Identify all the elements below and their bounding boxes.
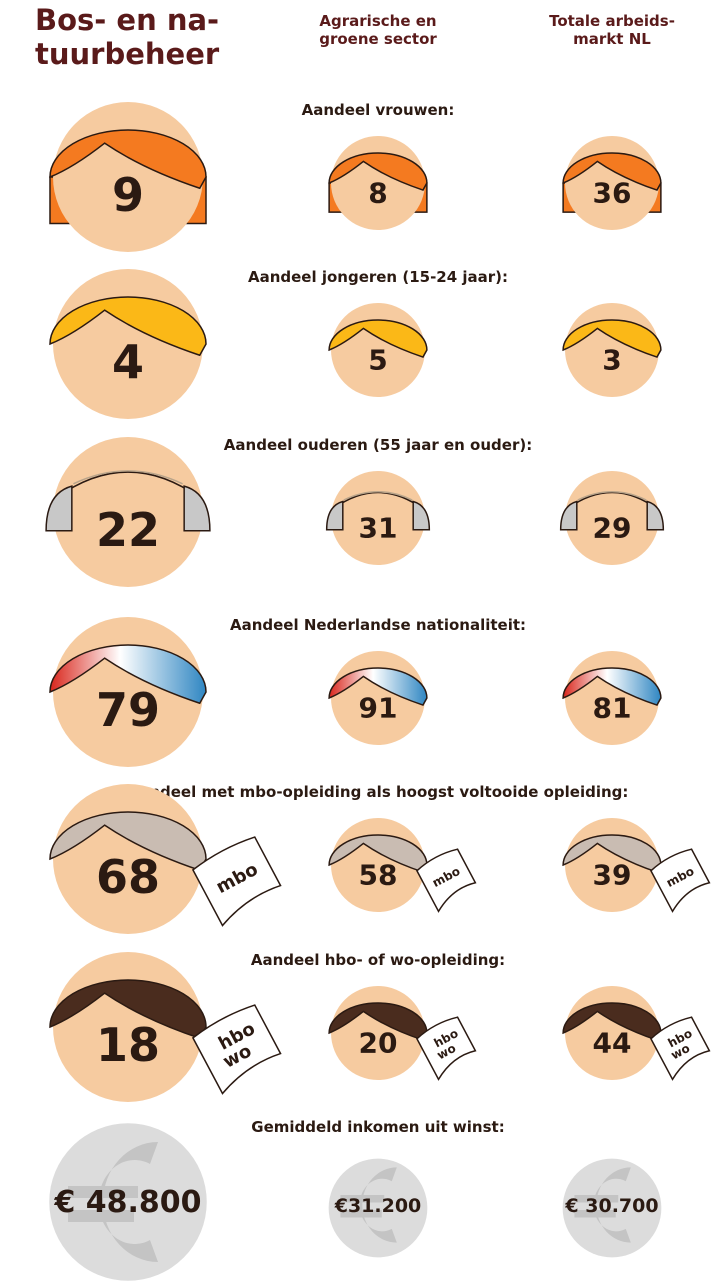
face: 22 bbox=[46, 437, 210, 587]
face: 91 bbox=[329, 651, 427, 745]
value: €31.200 bbox=[334, 1195, 422, 1217]
face: 8 bbox=[329, 136, 427, 230]
face: 3 bbox=[563, 303, 661, 397]
face: 79 bbox=[50, 617, 206, 767]
value: € 30.700 bbox=[564, 1195, 658, 1217]
value: 9 bbox=[112, 168, 144, 222]
hair-side bbox=[184, 486, 210, 531]
hair-side bbox=[561, 502, 577, 530]
row-label: Aandeel jongeren (15-24 jaar): bbox=[248, 268, 508, 286]
column-header: groene sector bbox=[319, 30, 437, 48]
face: 68 mbo bbox=[50, 784, 284, 934]
value: 39 bbox=[593, 859, 632, 892]
value: 58 bbox=[359, 859, 398, 892]
face: 5 bbox=[329, 303, 427, 397]
value: 3 bbox=[602, 344, 621, 377]
face: 4 bbox=[50, 269, 206, 419]
face: 36 bbox=[563, 136, 661, 230]
value: 8 bbox=[368, 177, 387, 210]
face: 31 bbox=[327, 471, 430, 565]
row-label: Aandeel ouderen (55 jaar en ouder): bbox=[224, 436, 532, 454]
face: 9 bbox=[50, 102, 206, 252]
face: 81 bbox=[563, 651, 661, 745]
value: 4 bbox=[112, 335, 144, 389]
value: 79 bbox=[96, 683, 160, 737]
hair-side bbox=[647, 502, 663, 530]
diploma: mbo bbox=[192, 834, 285, 925]
row-label: Aandeel Nederlandse nationaliteit: bbox=[230, 616, 526, 634]
infographic: Bos- en na- tuurbeheer Agrarische en gro… bbox=[0, 0, 728, 1283]
row-label: Aandeel met mbo-opleiding als hoogst vol… bbox=[128, 783, 629, 801]
face: €31.200 bbox=[329, 1159, 428, 1258]
value: 22 bbox=[96, 503, 160, 557]
page: Bos- en na- tuurbeheer Agrarische en gro… bbox=[0, 0, 728, 1283]
row-label: Aandeel vrouwen: bbox=[302, 101, 455, 119]
title-line: tuurbeheer bbox=[35, 37, 220, 71]
value: 44 bbox=[593, 1027, 632, 1060]
hair-side bbox=[413, 502, 429, 530]
row-label: Aandeel hbo- of wo-opleiding: bbox=[251, 951, 505, 969]
value: 29 bbox=[593, 512, 632, 545]
value: 20 bbox=[359, 1027, 398, 1060]
value: 31 bbox=[359, 512, 398, 545]
value: 81 bbox=[593, 692, 632, 725]
column-header: markt NL bbox=[573, 30, 651, 48]
title-line: Bos- en na- bbox=[35, 3, 219, 37]
hair-side bbox=[46, 486, 72, 531]
column-header: Totale arbeids- bbox=[549, 12, 675, 30]
value: € 48.800 bbox=[53, 1185, 201, 1220]
face: € 48.800 bbox=[49, 1123, 207, 1281]
value: 18 bbox=[96, 1018, 160, 1072]
hair-side bbox=[327, 502, 343, 530]
value: 5 bbox=[368, 344, 387, 377]
face: 29 bbox=[561, 471, 664, 565]
column-header: Agrarische en bbox=[319, 12, 436, 30]
value: 91 bbox=[359, 692, 398, 725]
row-label: Gemiddeld inkomen uit winst: bbox=[251, 1118, 504, 1136]
value: 36 bbox=[593, 177, 632, 210]
face: € 30.700 bbox=[563, 1159, 662, 1258]
value: 68 bbox=[96, 850, 160, 904]
